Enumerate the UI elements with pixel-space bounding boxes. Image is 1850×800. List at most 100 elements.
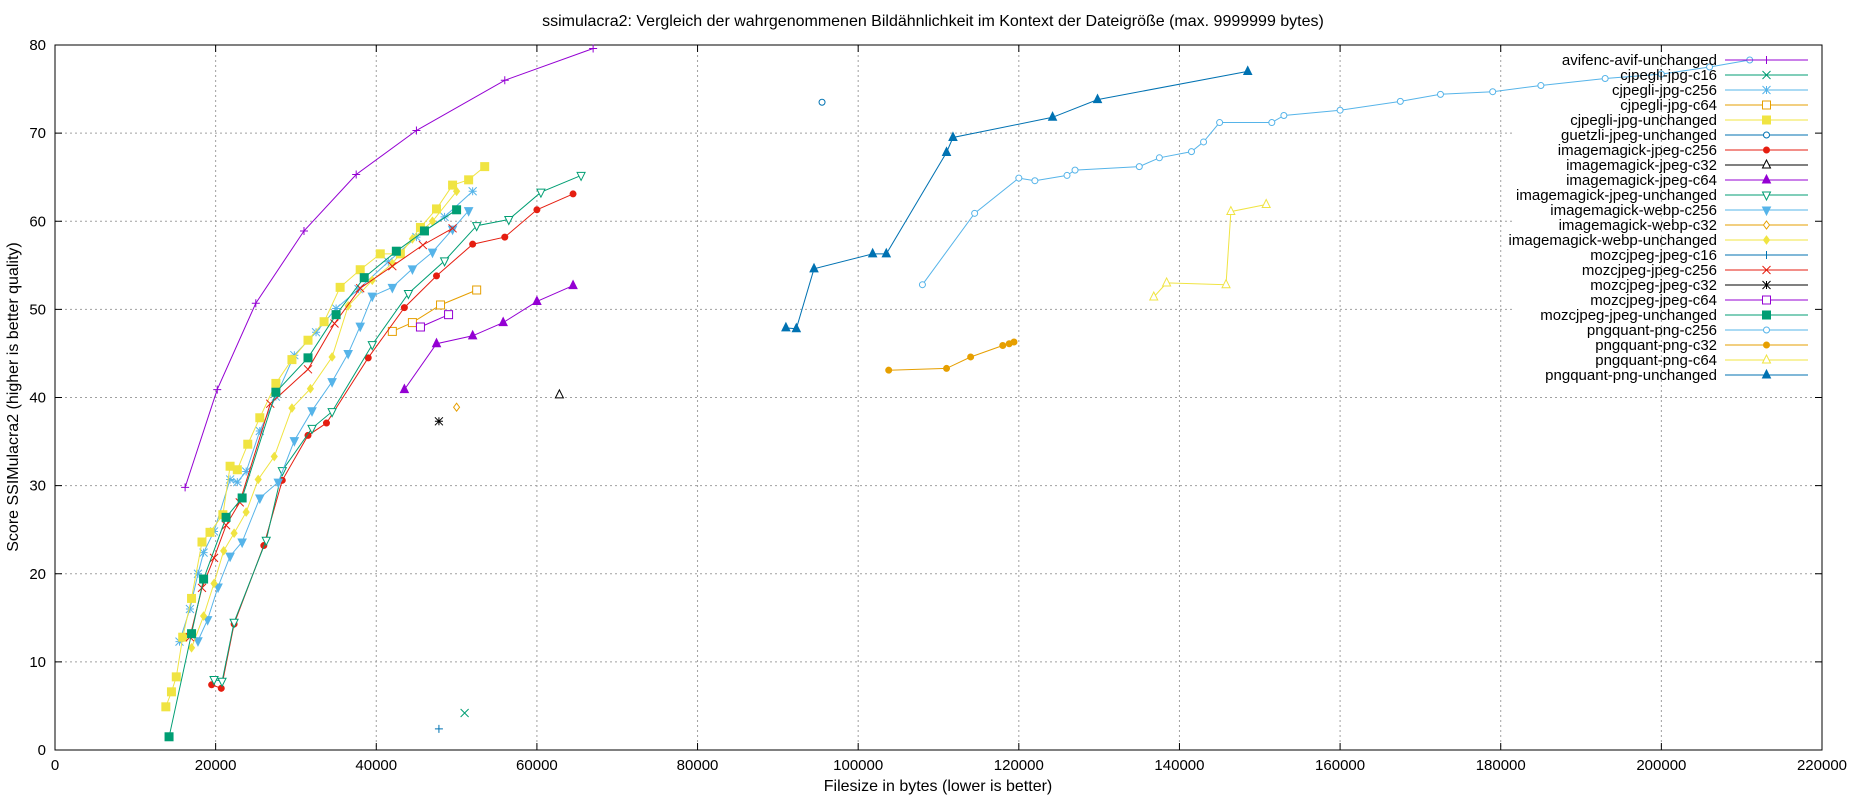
legend-marker <box>1762 265 1771 275</box>
data-point <box>271 378 281 388</box>
data-point <box>205 527 215 537</box>
data-point <box>554 388 565 399</box>
data-point <box>427 248 438 259</box>
data-point <box>434 416 444 426</box>
data-point <box>971 209 979 217</box>
data-point <box>1010 338 1018 346</box>
data-point <box>407 265 418 275</box>
data-point <box>448 223 457 233</box>
legend-label: mozcjpeg-jpeg-c64 <box>1590 292 1717 309</box>
data-point <box>467 329 478 340</box>
data-point <box>448 180 458 190</box>
data-point <box>1396 97 1404 105</box>
data-point <box>181 483 190 492</box>
data-point <box>536 188 546 199</box>
series-imagemagick-webp-c256 <box>193 207 474 647</box>
legend-entry: avifenc-avif-unchanged <box>1562 52 1808 69</box>
data-point <box>460 708 469 718</box>
data-point <box>161 702 171 712</box>
data-point <box>1221 278 1231 289</box>
legend-label: cjpegli-jpg-unchanged <box>1570 112 1717 129</box>
data-point <box>387 283 398 294</box>
legend: avifenc-avif-unchangedcjpegli-jpg-c16cjp… <box>1509 52 1808 384</box>
data-point <box>202 616 213 626</box>
legend-label: imagemagick-jpeg-c256 <box>1558 142 1717 159</box>
legend-marker <box>1763 341 1770 349</box>
data-point <box>221 512 231 522</box>
x-tick-label: 0 <box>51 757 59 774</box>
data-point <box>999 342 1007 350</box>
data-point <box>399 383 410 394</box>
series-layer <box>161 44 1754 742</box>
legend-entry: imagemagick-jpeg-c64 <box>1566 172 1808 189</box>
legend-entry: imagemagick-webp-unchanged <box>1509 232 1808 249</box>
data-point <box>569 190 577 198</box>
data-point <box>532 295 542 305</box>
data-point <box>415 322 425 332</box>
data-point <box>199 611 208 621</box>
series-line <box>168 209 457 737</box>
legend-label: cjpegli-jpg-c256 <box>1612 82 1717 99</box>
data-point <box>867 247 878 258</box>
data-point <box>387 261 397 271</box>
data-point <box>230 528 238 539</box>
legend-label: pngquant-png-c256 <box>1587 322 1717 339</box>
data-point <box>164 732 174 742</box>
data-point <box>209 553 219 563</box>
data-point <box>1261 198 1272 209</box>
data-point <box>354 284 363 294</box>
series-imagemagick-webp-unchanged <box>187 186 461 653</box>
legend-marker <box>1762 70 1771 80</box>
data-point <box>193 569 203 579</box>
data-point <box>1537 82 1545 90</box>
data-point <box>1436 90 1444 98</box>
data-point <box>432 204 442 214</box>
data-point <box>1657 70 1665 78</box>
data-point <box>403 290 414 300</box>
series-line <box>191 190 457 648</box>
legend-marker <box>1761 368 1772 379</box>
data-point <box>242 507 250 517</box>
legend-label: avifenc-avif-unchanged <box>1562 52 1717 69</box>
series-line <box>179 190 474 642</box>
data-point <box>197 537 207 547</box>
legend-label: pngquant-png-unchanged <box>1545 367 1717 384</box>
data-point <box>918 281 926 289</box>
y-axis: 0 10 20 30 40 50 60 70 80 <box>29 37 1822 759</box>
data-point <box>335 282 345 292</box>
legend-marker <box>1763 146 1770 154</box>
data-point <box>391 246 401 256</box>
data-point <box>809 262 819 273</box>
x-tick-label: 200000 <box>1636 757 1686 774</box>
data-point <box>355 322 366 333</box>
legend-entry: pngquant-png-c32 <box>1595 337 1808 354</box>
data-point <box>1015 174 1023 182</box>
data-point <box>1071 166 1079 174</box>
x-axis-title: Filesize in bytes (lower is better) <box>824 778 1053 795</box>
data-point <box>352 170 361 179</box>
data-point <box>355 265 365 275</box>
legend-label: mozcjpeg-jpeg-c32 <box>1590 277 1717 294</box>
series-line <box>921 59 1750 285</box>
data-point <box>444 310 454 320</box>
data-point <box>237 538 247 549</box>
data-point <box>948 131 958 142</box>
data-point <box>1489 88 1497 96</box>
legend-entry: imagemagick-jpeg-unchanged <box>1516 187 1808 204</box>
legend-marker <box>1761 173 1772 184</box>
y-axis-title: Score SSIMulacra2 (higher is better qual… <box>5 242 22 551</box>
legend-entry: mozcjpeg-jpeg-unchanged <box>1540 307 1808 324</box>
data-point <box>199 548 208 557</box>
data-point <box>407 318 417 328</box>
legend-label: imagemagick-webp-c256 <box>1550 202 1717 219</box>
data-point <box>243 439 253 449</box>
legend-entry: pngquant-png-unchanged <box>1545 367 1808 384</box>
data-point <box>1135 163 1143 171</box>
legend-entry: mozcjpeg-jpeg-c16 <box>1590 247 1808 264</box>
grid <box>55 45 1822 750</box>
data-point <box>271 387 281 397</box>
legend-label: mozcjpeg-jpeg-c256 <box>1582 262 1717 279</box>
data-point <box>387 326 397 336</box>
data-point <box>307 407 317 417</box>
